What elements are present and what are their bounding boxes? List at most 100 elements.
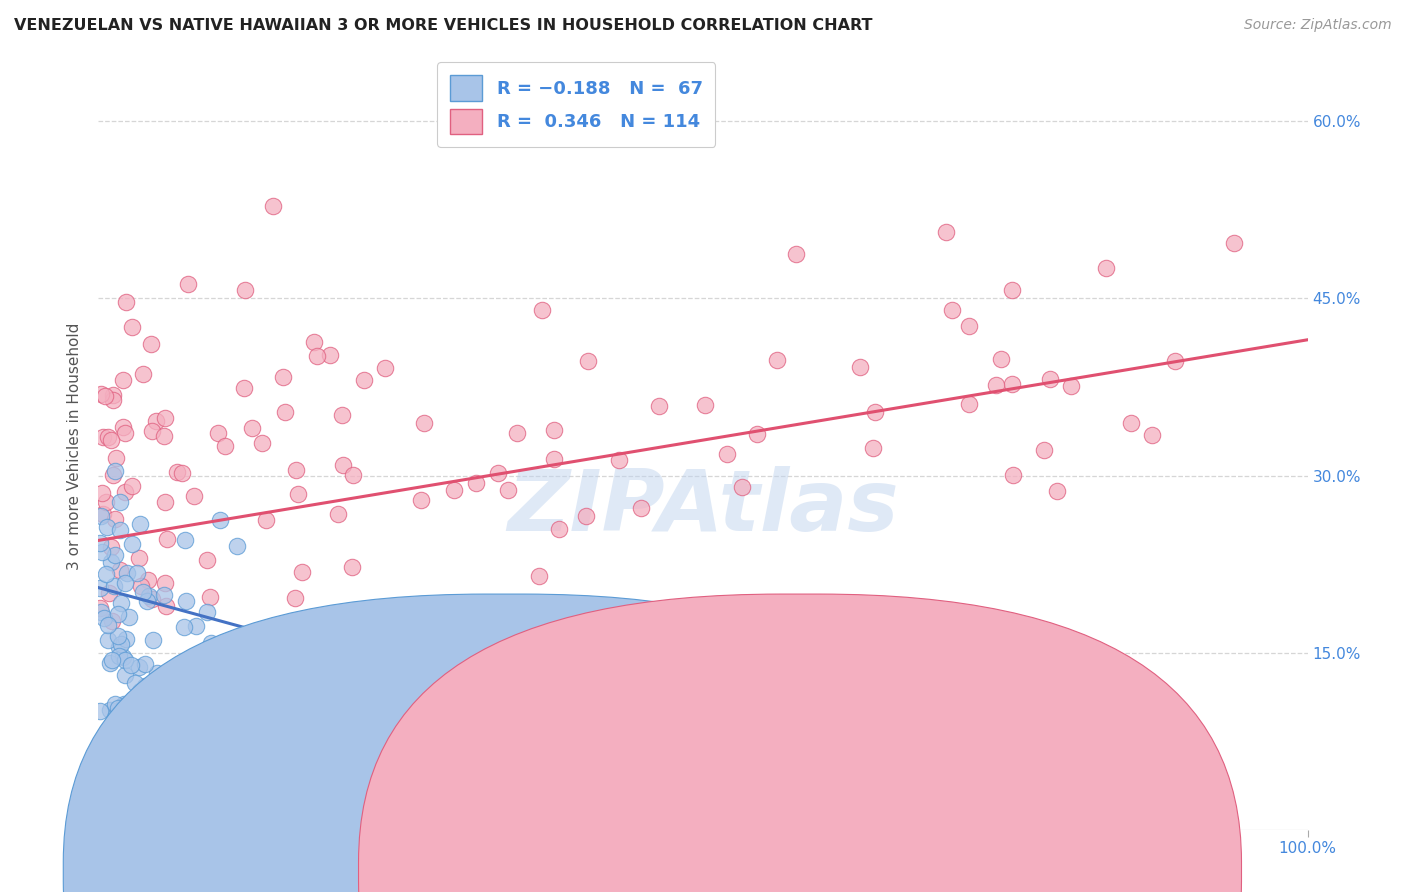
Point xyxy=(103,392,125,407)
Point xyxy=(225,539,247,553)
Text: Native Hawaiians: Native Hawaiians xyxy=(765,861,922,879)
Point xyxy=(112,419,135,434)
Point xyxy=(173,619,195,633)
Point xyxy=(548,522,571,536)
Point xyxy=(716,447,738,461)
Point xyxy=(131,694,153,708)
Point xyxy=(1060,378,1083,392)
Point xyxy=(543,452,565,467)
Point xyxy=(941,303,963,318)
Point xyxy=(207,425,229,440)
Point xyxy=(935,225,957,239)
Point xyxy=(108,563,131,577)
Point xyxy=(1164,354,1187,368)
Point xyxy=(305,349,328,363)
Point xyxy=(104,697,127,711)
Point xyxy=(89,536,111,550)
Point xyxy=(153,410,176,425)
Point xyxy=(97,429,120,443)
Point xyxy=(731,480,754,494)
Text: ZIPAtlas: ZIPAtlas xyxy=(508,466,898,549)
Point xyxy=(124,675,146,690)
Point xyxy=(120,657,142,672)
Point xyxy=(1095,260,1118,275)
Point xyxy=(284,463,307,477)
Point xyxy=(496,483,519,497)
Point xyxy=(114,668,136,682)
Point xyxy=(110,495,132,509)
Text: Source: ZipAtlas.com: Source: ZipAtlas.com xyxy=(1244,18,1392,32)
Point xyxy=(785,246,807,260)
Point xyxy=(115,632,138,647)
Point xyxy=(96,807,118,822)
Point xyxy=(464,475,486,490)
Point xyxy=(101,787,124,801)
Point xyxy=(104,548,127,562)
Point xyxy=(136,573,159,587)
Point xyxy=(607,452,630,467)
Point xyxy=(128,660,150,674)
Point xyxy=(110,524,132,538)
Point xyxy=(531,303,554,318)
Point xyxy=(100,555,122,569)
Point xyxy=(128,684,150,698)
Point xyxy=(506,426,529,441)
Point xyxy=(527,569,550,583)
Point xyxy=(128,550,150,565)
Point xyxy=(862,441,884,455)
Point xyxy=(139,337,162,351)
Point xyxy=(134,657,156,671)
Point xyxy=(145,414,167,428)
Point xyxy=(90,386,112,401)
Point xyxy=(103,579,125,593)
Point xyxy=(174,533,197,547)
Point xyxy=(114,576,136,591)
Point xyxy=(340,559,363,574)
Text: Venezuelans: Venezuelans xyxy=(492,861,605,879)
Y-axis label: 3 or more Vehicles in Household: 3 or more Vehicles in Household xyxy=(67,322,83,570)
Point xyxy=(117,566,139,580)
Point xyxy=(235,283,257,297)
Point xyxy=(957,397,980,411)
Point xyxy=(114,485,136,500)
Point xyxy=(214,439,236,453)
Point xyxy=(156,532,179,546)
Point xyxy=(131,367,153,381)
Point xyxy=(152,429,174,443)
Point xyxy=(1032,442,1054,457)
Point xyxy=(1121,416,1143,430)
Point xyxy=(98,703,121,717)
Point xyxy=(134,680,156,694)
Point xyxy=(107,648,129,663)
Point xyxy=(575,508,598,523)
Point xyxy=(319,348,342,362)
Point xyxy=(195,553,218,567)
Point xyxy=(97,618,120,632)
Point xyxy=(111,715,134,730)
Point xyxy=(100,434,122,448)
Point xyxy=(104,464,127,478)
Point xyxy=(342,468,364,483)
Point xyxy=(89,704,111,718)
Point xyxy=(183,489,205,503)
Point xyxy=(328,507,350,521)
Point xyxy=(103,512,125,526)
Point xyxy=(112,374,135,388)
Point xyxy=(153,589,176,603)
Point xyxy=(96,520,118,534)
Point xyxy=(1001,283,1024,297)
Point xyxy=(112,697,135,711)
Point xyxy=(766,352,789,367)
Point xyxy=(90,486,112,500)
Point xyxy=(107,700,129,714)
Point xyxy=(262,199,284,213)
Point xyxy=(101,388,124,402)
Point xyxy=(208,513,231,527)
Point xyxy=(94,567,117,582)
Point xyxy=(114,426,136,441)
Point xyxy=(129,517,152,532)
Point xyxy=(1002,468,1025,483)
Point xyxy=(443,483,465,498)
Point xyxy=(166,465,188,479)
Point xyxy=(240,420,263,434)
